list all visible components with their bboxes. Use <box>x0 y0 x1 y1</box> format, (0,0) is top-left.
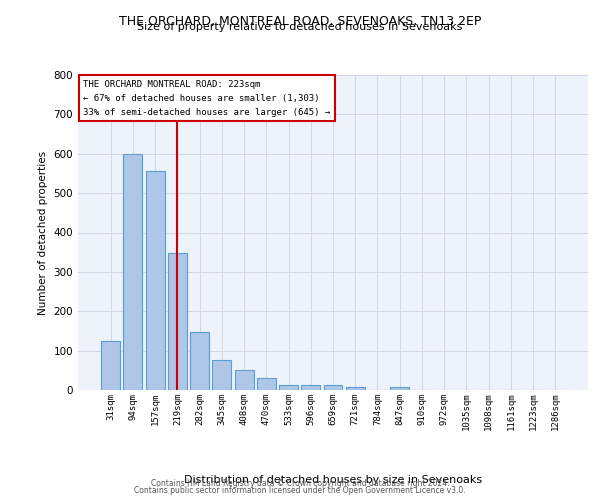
Bar <box>101 341 120 390</box>
Text: Contains HM Land Registry data © Crown copyright and database right 2024.: Contains HM Land Registry data © Crown c… <box>151 478 449 488</box>
Text: THE ORCHARD MONTREAL ROAD: 223sqm
← 67% of detached houses are smaller (1,303)
3: THE ORCHARD MONTREAL ROAD: 223sqm ← 67% … <box>83 80 331 116</box>
Bar <box>168 253 187 390</box>
Bar <box>212 360 231 390</box>
X-axis label: Distribution of detached houses by size in Sevenoaks: Distribution of detached houses by size … <box>184 475 482 485</box>
Y-axis label: Number of detached properties: Number of detached properties <box>38 150 48 314</box>
Bar <box>323 386 343 390</box>
Bar <box>146 172 164 390</box>
Text: Contains public sector information licensed under the Open Government Licence v3: Contains public sector information licen… <box>134 486 466 495</box>
Bar <box>301 386 320 390</box>
Text: Size of property relative to detached houses in Sevenoaks: Size of property relative to detached ho… <box>137 22 463 32</box>
Bar <box>279 385 298 390</box>
Bar <box>124 154 142 390</box>
Bar <box>390 387 409 390</box>
Text: THE ORCHARD, MONTREAL ROAD, SEVENOAKS, TN13 2EP: THE ORCHARD, MONTREAL ROAD, SEVENOAKS, T… <box>119 15 481 28</box>
Bar <box>257 378 276 390</box>
Bar <box>346 387 365 390</box>
Bar <box>190 332 209 390</box>
Bar <box>235 370 254 390</box>
